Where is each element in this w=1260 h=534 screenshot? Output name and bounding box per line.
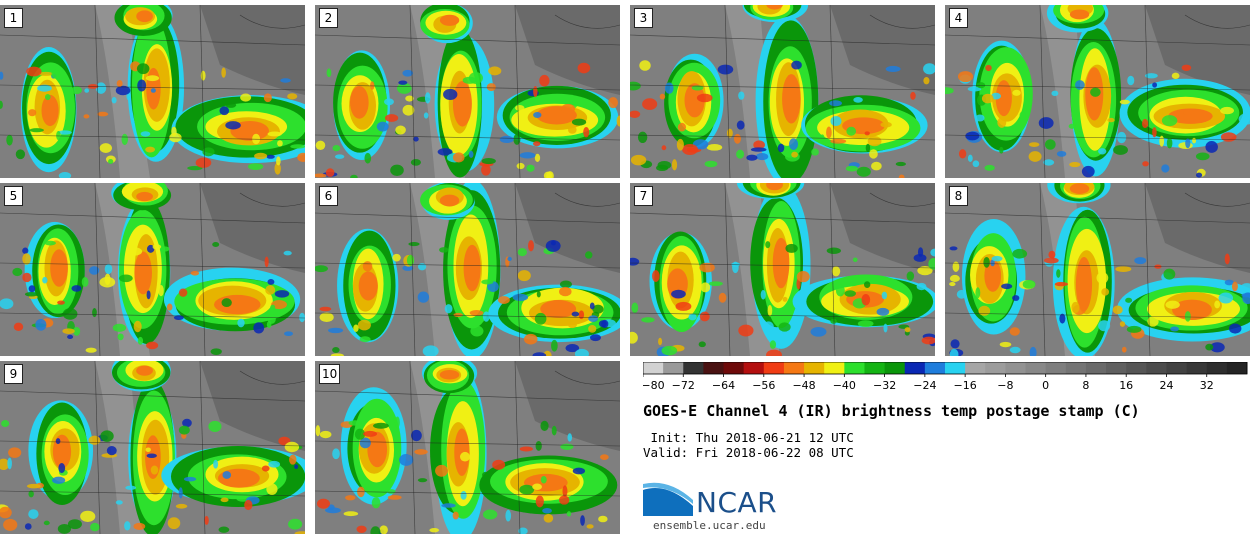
panel-label: 7	[634, 186, 653, 206]
member-panel-3: 3	[630, 5, 935, 178]
colorbar-swatch	[824, 362, 845, 374]
panel-label: 9	[4, 364, 23, 384]
colorbar-swatch	[1226, 362, 1248, 374]
colorbar-tick-label: −80	[643, 379, 665, 392]
colorbar-swatch	[1005, 362, 1027, 374]
colorbar-swatch	[804, 362, 825, 374]
ir-imagery	[315, 183, 620, 356]
ir-imagery	[945, 5, 1250, 178]
colorbar-tick-label: −8	[997, 379, 1013, 392]
member-panel-6: 6	[315, 183, 620, 356]
colorbar-swatch	[1085, 362, 1107, 374]
panel-label: 5	[4, 186, 23, 206]
init-time: Init: Thu 2018-06-21 12 UTC	[643, 430, 854, 445]
colorbar-swatch	[723, 362, 745, 374]
colorbar-swatch	[763, 362, 785, 374]
colorbar-tick-label: −32	[873, 379, 896, 392]
colorbar-swatch	[643, 362, 664, 374]
colorbar-swatch	[1186, 362, 1208, 374]
colorbar-swatch	[945, 362, 966, 374]
colorbar-tick-label: 0	[1042, 379, 1049, 392]
colorbar-swatch	[743, 362, 765, 374]
panel-label: 2	[319, 8, 338, 28]
colorbar-tick-label: 24	[1159, 379, 1173, 392]
member-panel-8: 8	[945, 183, 1250, 356]
panel-label: 1	[4, 8, 23, 28]
logo-text: NCAR	[696, 486, 778, 519]
colorbar-tick-label: 32	[1200, 379, 1214, 392]
ir-imagery	[315, 5, 620, 178]
colorbar-swatch	[864, 362, 886, 374]
member-panel-1: 1	[0, 5, 305, 178]
chart-title: GOES-E Channel 4 (IR) brightness temp po…	[643, 402, 1140, 420]
member-panel-5: 5	[0, 183, 305, 356]
colorbar-swatch	[1126, 362, 1147, 374]
member-panel-9: 9	[0, 361, 305, 534]
ir-imagery	[0, 5, 305, 178]
ir-imagery	[630, 183, 935, 356]
colorbar-swatch	[985, 362, 1006, 374]
colorbar-swatch	[904, 362, 926, 374]
ir-imagery	[0, 183, 305, 356]
colorbar-tick-label: −48	[792, 379, 815, 392]
colorbar-swatch	[1166, 362, 1188, 374]
colorbar-swatch	[683, 362, 704, 374]
colorbar-swatch	[844, 362, 865, 374]
colorbar-tick-label: 16	[1119, 379, 1133, 392]
colorbar-swatch	[703, 362, 725, 374]
colorbar-swatch	[1045, 362, 1067, 374]
member-panel-4: 4	[945, 5, 1250, 178]
ncar-logo-icon	[643, 482, 693, 516]
member-panel-2: 2	[315, 5, 620, 178]
ir-imagery	[315, 361, 620, 534]
colorbar-outline	[643, 362, 1248, 375]
ir-imagery	[945, 183, 1250, 356]
colorbar-tick-label: −16	[954, 379, 977, 392]
colorbar-swatch	[1206, 362, 1228, 374]
colorbar-swatch	[663, 362, 684, 374]
panel-label: 10	[319, 364, 341, 384]
member-panel-7: 7	[630, 183, 935, 356]
ir-imagery	[630, 5, 935, 178]
colorbar-tick-label: −56	[752, 379, 775, 392]
colorbar-swatch	[1065, 362, 1087, 374]
valid-time: Valid: Fri 2018-06-22 08 UTC	[643, 445, 854, 460]
ir-imagery	[0, 361, 305, 534]
panel-label: 6	[319, 186, 338, 206]
panel-label: 8	[949, 186, 968, 206]
colorbar-swatch	[965, 362, 986, 374]
panel-label: 3	[634, 8, 653, 28]
colorbar-swatch	[1025, 362, 1047, 374]
colorbar: −80 −72 −64 −56 −48 −40 −32 −24 −16 −8 0 8 16 24 32	[643, 362, 1248, 392]
panel-label: 4	[949, 8, 968, 28]
colorbar-swatch	[1146, 362, 1167, 374]
colorbar-swatch	[884, 362, 906, 374]
colorbar-tick-label: −40	[833, 379, 856, 392]
colorbar-tick-label: −72	[672, 379, 695, 392]
member-panel-10: 10	[315, 361, 620, 534]
colorbar-tick-label: 8	[1082, 379, 1089, 392]
colorbar-swatch	[783, 362, 805, 374]
colorbar-tick-label: −24	[913, 379, 936, 392]
colorbar-tick-label: −64	[712, 379, 735, 392]
colorbar-swatch	[924, 362, 946, 374]
logo-url: ensemble.ucar.edu	[653, 519, 766, 532]
colorbar-swatch	[1106, 362, 1127, 374]
